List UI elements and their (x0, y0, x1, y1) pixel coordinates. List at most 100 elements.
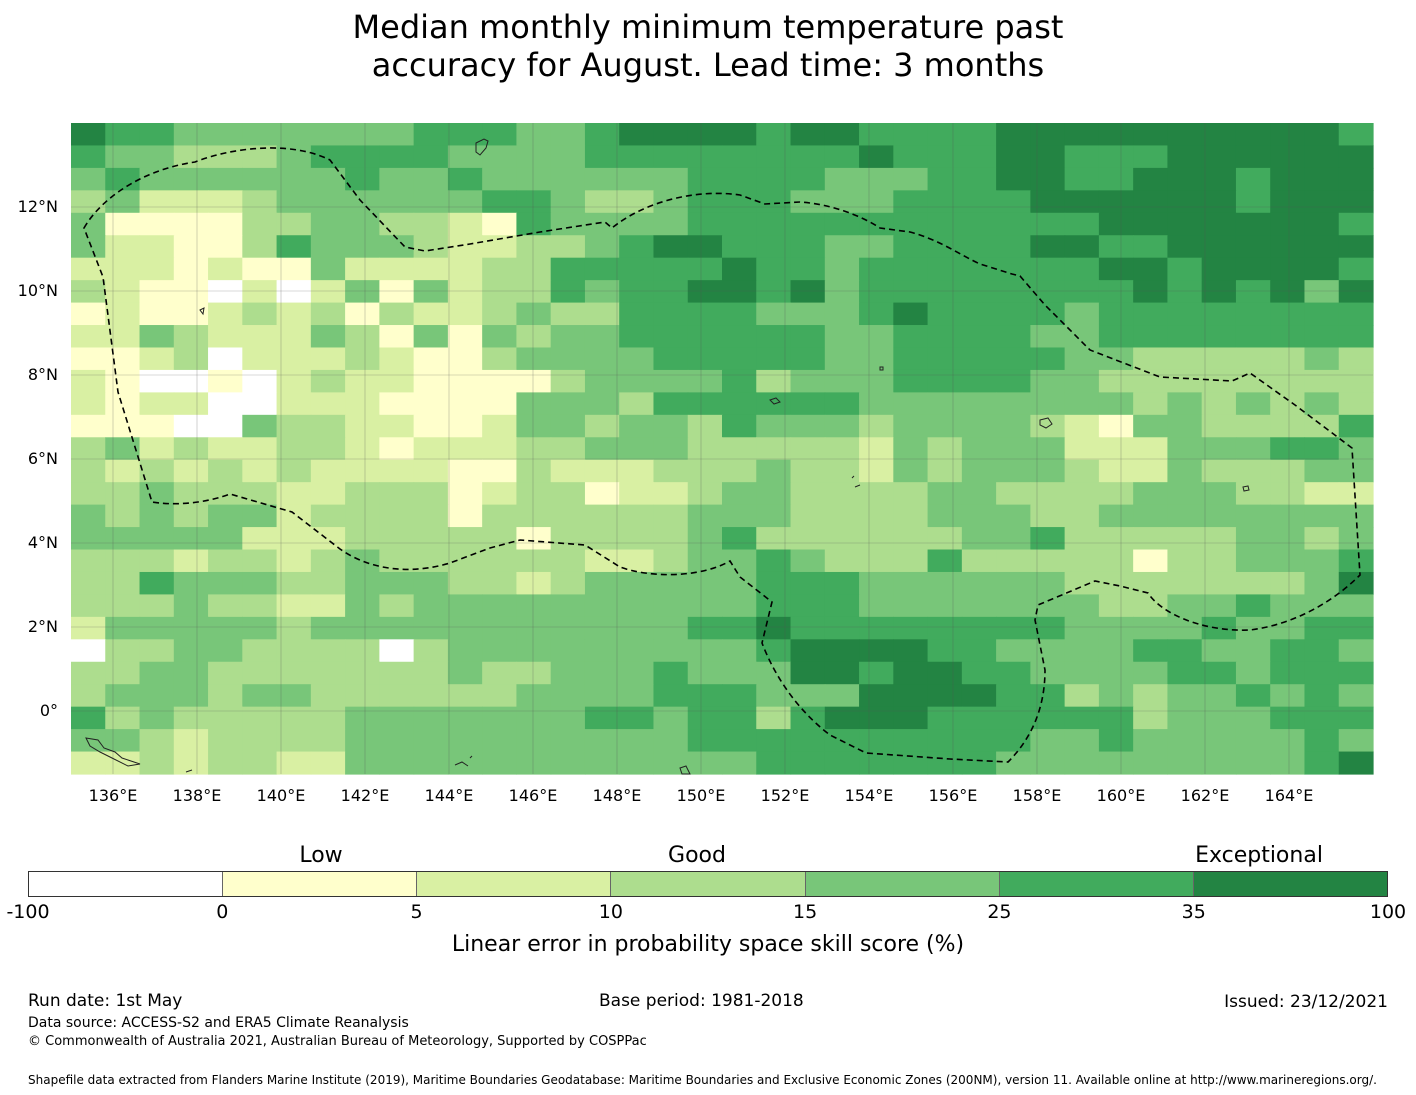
grid-cell (893, 325, 929, 349)
grid-cell (1064, 751, 1100, 775)
grid-cell (1133, 212, 1169, 236)
grid-cell (722, 369, 757, 393)
base-period: Base period: 1981-2018 (599, 991, 804, 1011)
grid-cell (722, 459, 757, 483)
grid-cell (1235, 167, 1271, 191)
grid-cell (584, 571, 620, 596)
grid-cell (379, 504, 415, 528)
grid-cell (1030, 167, 1066, 191)
grid-cell (1338, 549, 1374, 573)
grid-cell (413, 437, 449, 461)
grid-cell (139, 684, 175, 708)
grid-cell (1304, 167, 1340, 191)
grid-cell (550, 325, 586, 349)
grid-cell (1030, 459, 1066, 483)
grid-cell (1030, 504, 1066, 528)
grid-cell (379, 459, 415, 483)
grid-cell (1064, 549, 1100, 573)
grid-cell (1235, 661, 1271, 685)
grid-cell (1304, 661, 1340, 685)
grid-cell (71, 459, 106, 483)
grid-cell (1098, 482, 1134, 506)
grid-cell (1304, 639, 1340, 663)
grid-cell (310, 482, 346, 506)
grid-cell (139, 392, 175, 416)
grid-cell (996, 325, 1031, 349)
grid-cell (345, 661, 380, 685)
grid-cell (824, 616, 860, 640)
grid-cell (276, 437, 312, 461)
grid-cell (996, 549, 1031, 573)
grid-cell (1338, 684, 1374, 708)
grid-cell (756, 527, 792, 551)
grid-cell (1064, 571, 1100, 596)
grid-cell (996, 257, 1031, 281)
grid-cell (1030, 549, 1066, 573)
grid-cell (447, 347, 483, 371)
grid-cell (859, 751, 894, 775)
grid-cell (722, 257, 757, 281)
grid-cell (1201, 212, 1237, 236)
grid-cell (516, 145, 552, 169)
grid-cell (242, 594, 278, 618)
grid-cell (413, 684, 449, 708)
grid-cell (824, 571, 860, 596)
grid-cell (961, 212, 997, 236)
grid-cell (447, 504, 483, 528)
grid-cell (1167, 661, 1203, 685)
grid-cell (619, 190, 655, 214)
grid-cell (824, 369, 860, 393)
grid-cell (859, 661, 894, 685)
grid-cell (584, 212, 620, 236)
grid-cell (756, 325, 792, 349)
grid-cell (1338, 167, 1374, 191)
grid-cell (1338, 257, 1374, 281)
grid-cell (276, 369, 312, 393)
colorbar-tick-label: -100 (6, 901, 50, 923)
grid-cell (996, 123, 1031, 147)
grid-cell (1098, 639, 1134, 663)
grid-cell (71, 437, 106, 461)
grid-cell (276, 302, 312, 326)
longitude-label: 138°E (172, 786, 222, 805)
longitude-label: 152°E (760, 786, 810, 805)
grid-cell (1304, 751, 1340, 775)
grid-cell (105, 459, 141, 483)
grid-cell (961, 729, 997, 753)
grid-cell (1098, 729, 1134, 753)
grid-cell (139, 459, 175, 483)
grid-cell (276, 123, 312, 147)
grid-cell (619, 347, 655, 371)
grid-cell (584, 684, 620, 708)
grid-cell (790, 257, 826, 281)
grid-cell (824, 212, 860, 236)
grid-cell (653, 302, 689, 326)
grid-cell (345, 549, 380, 573)
grid-cell (824, 280, 860, 304)
grid-cell (242, 729, 278, 753)
grid-cell (105, 167, 141, 191)
grid-cell (208, 549, 243, 573)
grid-cell (996, 594, 1031, 618)
grid-cell (584, 167, 620, 191)
grid-cell (687, 549, 723, 573)
grid-cell (824, 751, 860, 775)
grid-cell (345, 571, 380, 596)
grid-cell (482, 369, 518, 393)
grid-cell (516, 527, 552, 551)
grid-cell (173, 549, 209, 573)
grid-cell (619, 235, 655, 259)
grid-cell (413, 347, 449, 371)
grid-cell (790, 145, 826, 169)
grid-cell (1235, 706, 1271, 730)
grid-cell (1098, 594, 1134, 618)
grid-cell (310, 392, 346, 416)
grid-cell (482, 302, 518, 326)
grid-cell (1270, 706, 1306, 730)
grid-cell (961, 123, 997, 147)
grid-cell (1167, 414, 1203, 438)
grid-cell (550, 123, 586, 147)
grid-cell (1030, 706, 1066, 730)
grid-cell (824, 549, 860, 573)
grid-cell (1098, 347, 1134, 371)
